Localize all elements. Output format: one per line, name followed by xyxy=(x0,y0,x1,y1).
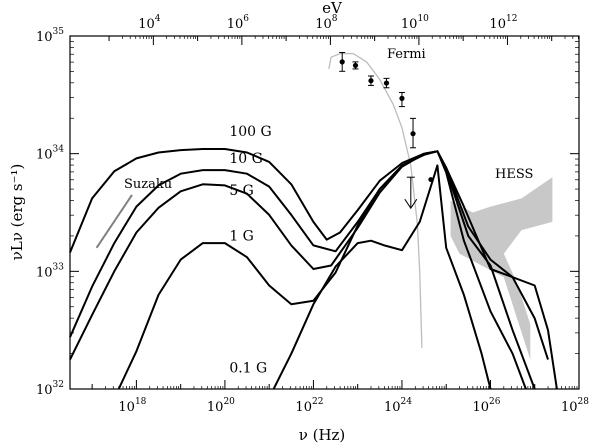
fermi-point xyxy=(410,131,416,137)
curve-100-g xyxy=(69,148,527,390)
fermi-label: Fermi xyxy=(387,47,426,62)
model-curves xyxy=(69,148,558,390)
fermi-model-curve xyxy=(328,52,423,348)
x-tick-label: 1020 xyxy=(207,397,235,415)
x-tick-label: 1018 xyxy=(118,397,146,415)
curve-0-1-g xyxy=(272,164,492,390)
x-axis-title: ν (Hz) xyxy=(299,426,346,444)
fermi-point xyxy=(339,59,345,65)
curve-label: 1 G xyxy=(229,229,254,245)
suzaku-label: Suzaku xyxy=(124,177,172,192)
y-tick-label: 1034 xyxy=(36,145,64,163)
isolated-point xyxy=(428,177,434,182)
curve-label: 0.1 G xyxy=(229,361,267,377)
y-tick-label: 1032 xyxy=(36,380,64,398)
data-points xyxy=(339,51,434,210)
top-tick-label: 1010 xyxy=(401,14,429,32)
plot-frame xyxy=(69,35,580,390)
upper-limit-arrowhead xyxy=(404,198,418,210)
y-axis-title: νLν (erg s⁻¹) xyxy=(8,164,26,261)
curve-5-g xyxy=(69,150,549,361)
y-tick-label: 1035 xyxy=(36,27,64,45)
curve-1-g xyxy=(117,150,558,390)
top-tick-label: 106 xyxy=(227,14,250,32)
top-tick-label: 104 xyxy=(138,14,161,32)
x-tick-label: 1028 xyxy=(561,397,589,415)
top-axis-title: eV xyxy=(322,0,343,17)
plot-area xyxy=(69,35,580,390)
suzaku-segment xyxy=(95,194,133,249)
curve-label: 5 G xyxy=(229,183,254,199)
curve-10-g xyxy=(69,150,536,390)
fermi-point xyxy=(368,78,374,84)
curve-label: 100 G xyxy=(229,124,271,140)
fermi-point xyxy=(352,62,359,69)
top-tick-label: 1012 xyxy=(489,14,517,32)
fermi-point xyxy=(383,80,390,86)
x-tick-label: 1024 xyxy=(384,397,412,415)
chart-labels: 100 G 10 G 5 G 1 G 0.1 G xyxy=(229,124,271,377)
y-tick-label: 1033 xyxy=(36,262,64,280)
x-tick-label: 1026 xyxy=(472,397,500,415)
hess-label: HESS xyxy=(495,167,533,182)
fermi-model xyxy=(95,52,423,348)
curve-label: 10 G xyxy=(229,151,262,167)
fermi-point xyxy=(399,95,405,101)
x-tick-label: 1022 xyxy=(295,397,323,415)
